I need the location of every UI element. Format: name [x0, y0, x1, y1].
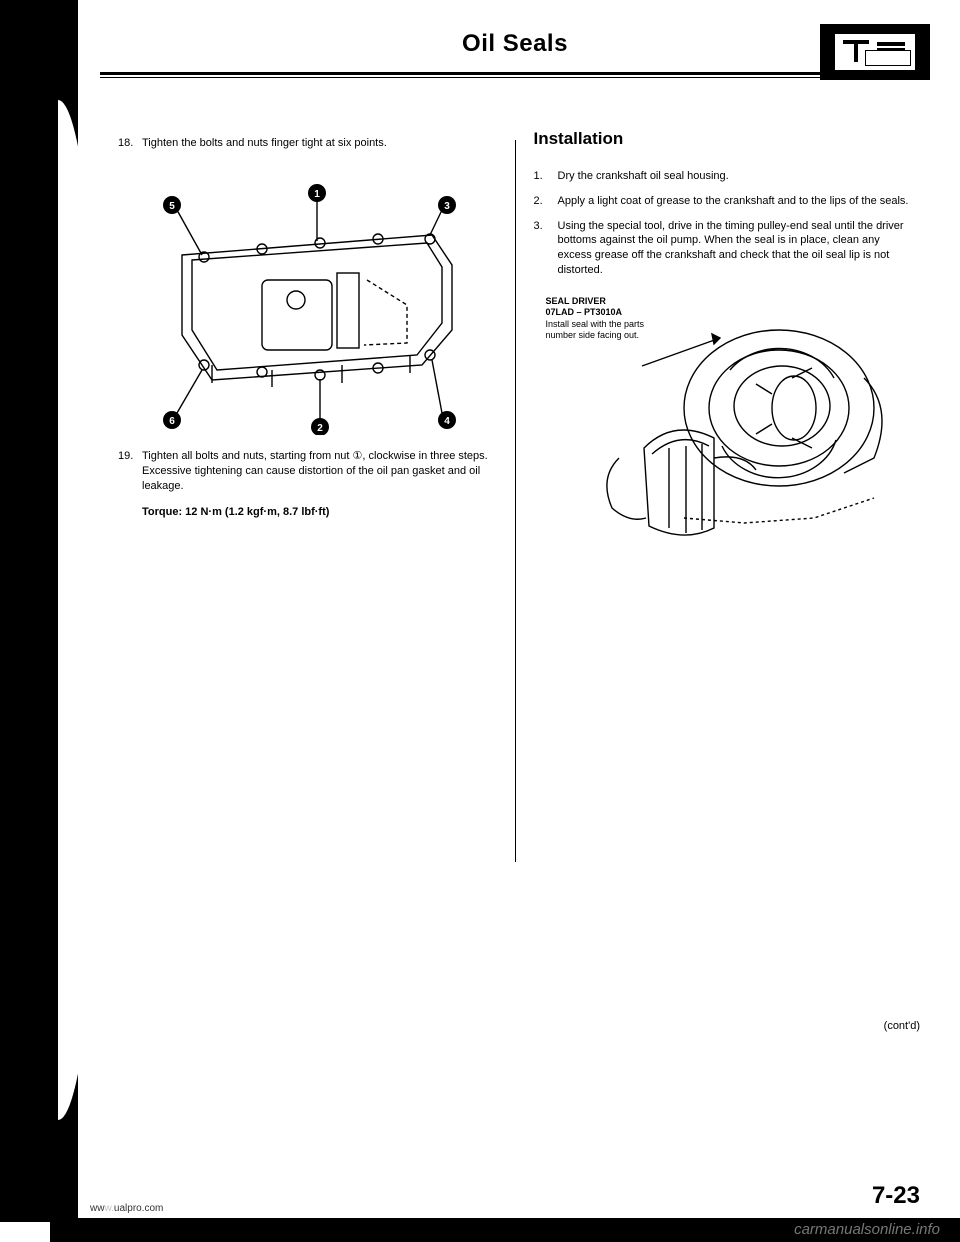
- svg-text:2: 2: [317, 423, 323, 434]
- watermark: carmanualsonline.info: [794, 1221, 940, 1238]
- torque-spec: Torque: 12 N·m (1.2 kgf·m, 8.7 lbf·ft): [142, 505, 497, 520]
- step-text: Tighten all bolts and nuts, starting fro…: [142, 449, 497, 494]
- step-number: 19.: [118, 449, 142, 494]
- step-text: Tighten the bolts and nuts finger tight …: [142, 136, 497, 151]
- page: Oil Seals 18. Tighten the bolts and nuts…: [0, 0, 960, 1242]
- svg-text:3: 3: [444, 201, 450, 212]
- svg-text:1: 1: [314, 189, 320, 200]
- step-text: Apply a light coat of grease to the cran…: [558, 194, 913, 209]
- step-text: Using the special tool, drive in the tim…: [558, 219, 913, 278]
- left-column: 18. Tighten the bolts and nuts finger ti…: [100, 120, 515, 1162]
- page-title: Oil Seals: [100, 30, 930, 58]
- continued-note: (cont'd): [884, 1020, 920, 1032]
- step-number: 1.: [534, 169, 558, 184]
- step-number: 3.: [534, 219, 558, 278]
- right-column: Installation 1. Dry the crankshaft oil s…: [516, 120, 931, 1162]
- step-18: 18. Tighten the bolts and nuts finger ti…: [118, 136, 497, 151]
- svg-text:4: 4: [444, 416, 450, 427]
- step-number: 2.: [534, 194, 558, 209]
- svg-text:6: 6: [169, 416, 175, 427]
- step-19: 19. Tighten all bolts and nuts, starting…: [118, 449, 497, 494]
- step-1: 1. Dry the crankshaft oil seal housing.: [534, 169, 913, 184]
- header-rule-thick: [100, 72, 930, 75]
- page-number: 7-23: [872, 1182, 920, 1210]
- figure-oil-pan: 5 1 3 6 2 4: [118, 165, 497, 435]
- header-rule-thin: [100, 77, 930, 78]
- step-3: 3. Using the special tool, drive in the …: [534, 219, 913, 278]
- section-heading: Installation: [534, 128, 913, 151]
- step-text: Dry the crankshaft oil seal housing.: [558, 169, 913, 184]
- figure-seal-driver: SEAL DRIVER 07LAD – PT3010A Install seal…: [534, 298, 913, 558]
- binding-curve: [58, 100, 98, 1120]
- step-number: 18.: [118, 136, 142, 151]
- step-2: 2. Apply a light coat of grease to the c…: [534, 194, 913, 209]
- svg-text:5: 5: [169, 201, 175, 212]
- binding-edge: [0, 0, 78, 1222]
- footer-url: www.ualpro.com: [90, 1203, 163, 1214]
- page-header: Oil Seals: [100, 30, 930, 78]
- content-columns: 18. Tighten the bolts and nuts finger ti…: [100, 120, 930, 1162]
